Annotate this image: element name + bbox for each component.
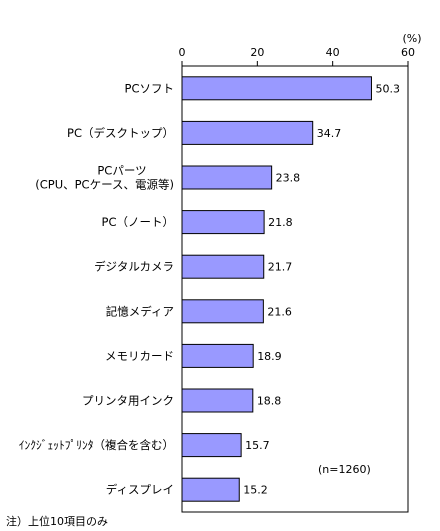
category-label-9-line-0: ディスプレイ	[106, 483, 174, 497]
category-label-6-line-0: メモリカード	[105, 349, 174, 363]
category-label-3-line-0: PC（ノート）	[102, 215, 174, 229]
category-label-1: PC（デスクトップ）	[67, 126, 174, 140]
x-tick-label-3: 60	[401, 46, 415, 59]
category-label-2: PCパーツ(CPU、PCケース、電源等)	[35, 164, 174, 192]
category-label-2-line-1: (CPU、PCケース、電源等)	[35, 178, 174, 192]
value-label-8: 15.7	[245, 439, 269, 452]
bar-8	[181, 433, 242, 458]
plot-frame	[181, 65, 409, 513]
bar-4	[181, 254, 265, 279]
value-label-1: 34.7	[317, 127, 342, 140]
value-label-7: 18.8	[257, 395, 282, 408]
value-label-4: 21.7	[268, 261, 293, 274]
category-label-4: デジタルカメラ	[94, 260, 174, 274]
bar-6	[181, 343, 254, 368]
sample-size-note: (n=1260)	[318, 463, 371, 476]
value-label-6: 18.9	[257, 350, 282, 363]
bar-7	[181, 388, 254, 413]
x-axis-ticks: 0 20 40 60	[179, 46, 415, 66]
bar-1	[181, 120, 314, 145]
category-label-5-line-0: 記憶メディア	[106, 304, 174, 318]
value-label-9: 15.2	[243, 484, 268, 497]
category-label-9: ディスプレイ	[106, 483, 174, 497]
x-tick-label-1: 20	[250, 46, 264, 59]
bar-9	[181, 477, 240, 502]
category-label-7: プリンタ用インク	[82, 394, 174, 408]
category-label-7-line-0: プリンタ用インク	[82, 394, 174, 408]
value-labels: 50.3 34.7 23.8 21.8 21.7 21.6 18.9 18.8 15.7 15.2	[243, 82, 400, 496]
category-label-2-line-0: PCパーツ	[97, 164, 146, 178]
unit-label: (%)	[402, 32, 421, 45]
x-tick-label-2: 40	[326, 46, 340, 59]
bars-group	[181, 76, 372, 502]
value-label-0: 50.3	[375, 82, 400, 95]
category-label-0-line-0: PCソフト	[125, 81, 174, 95]
value-label-5: 21.6	[267, 305, 292, 318]
category-label-3: PC（ノート）	[102, 215, 174, 229]
category-label-1-line-0: PC（デスクトップ）	[67, 126, 174, 140]
category-label-0: PCソフト	[125, 81, 174, 95]
bar-0	[181, 76, 372, 101]
category-label-4-line-0: デジタルカメラ	[94, 260, 174, 274]
category-label-8: ｲﾝｸｼﾞｪｯﾄﾌﾟﾘﾝﾀ（複合を含む）	[19, 438, 174, 452]
footnote: 注）上位10項目のみ	[6, 514, 108, 528]
value-label-3: 21.8	[268, 216, 293, 229]
x-tick-label-0: 0	[179, 46, 186, 59]
category-label-6: メモリカード	[105, 349, 174, 363]
bar-3	[181, 210, 265, 235]
bar-2	[181, 165, 273, 190]
category-labels: PCソフト PC（デスクトップ） PCパーツ(CPU、PCケース、電源等) PC（ノー…	[19, 81, 174, 496]
category-label-5: 記憶メディア	[106, 304, 174, 318]
category-label-8-line-0: ｲﾝｸｼﾞｪｯﾄﾌﾟﾘﾝﾀ（複合を含む）	[19, 438, 174, 452]
bar-5	[181, 299, 264, 324]
value-label-2: 23.8	[276, 172, 301, 185]
